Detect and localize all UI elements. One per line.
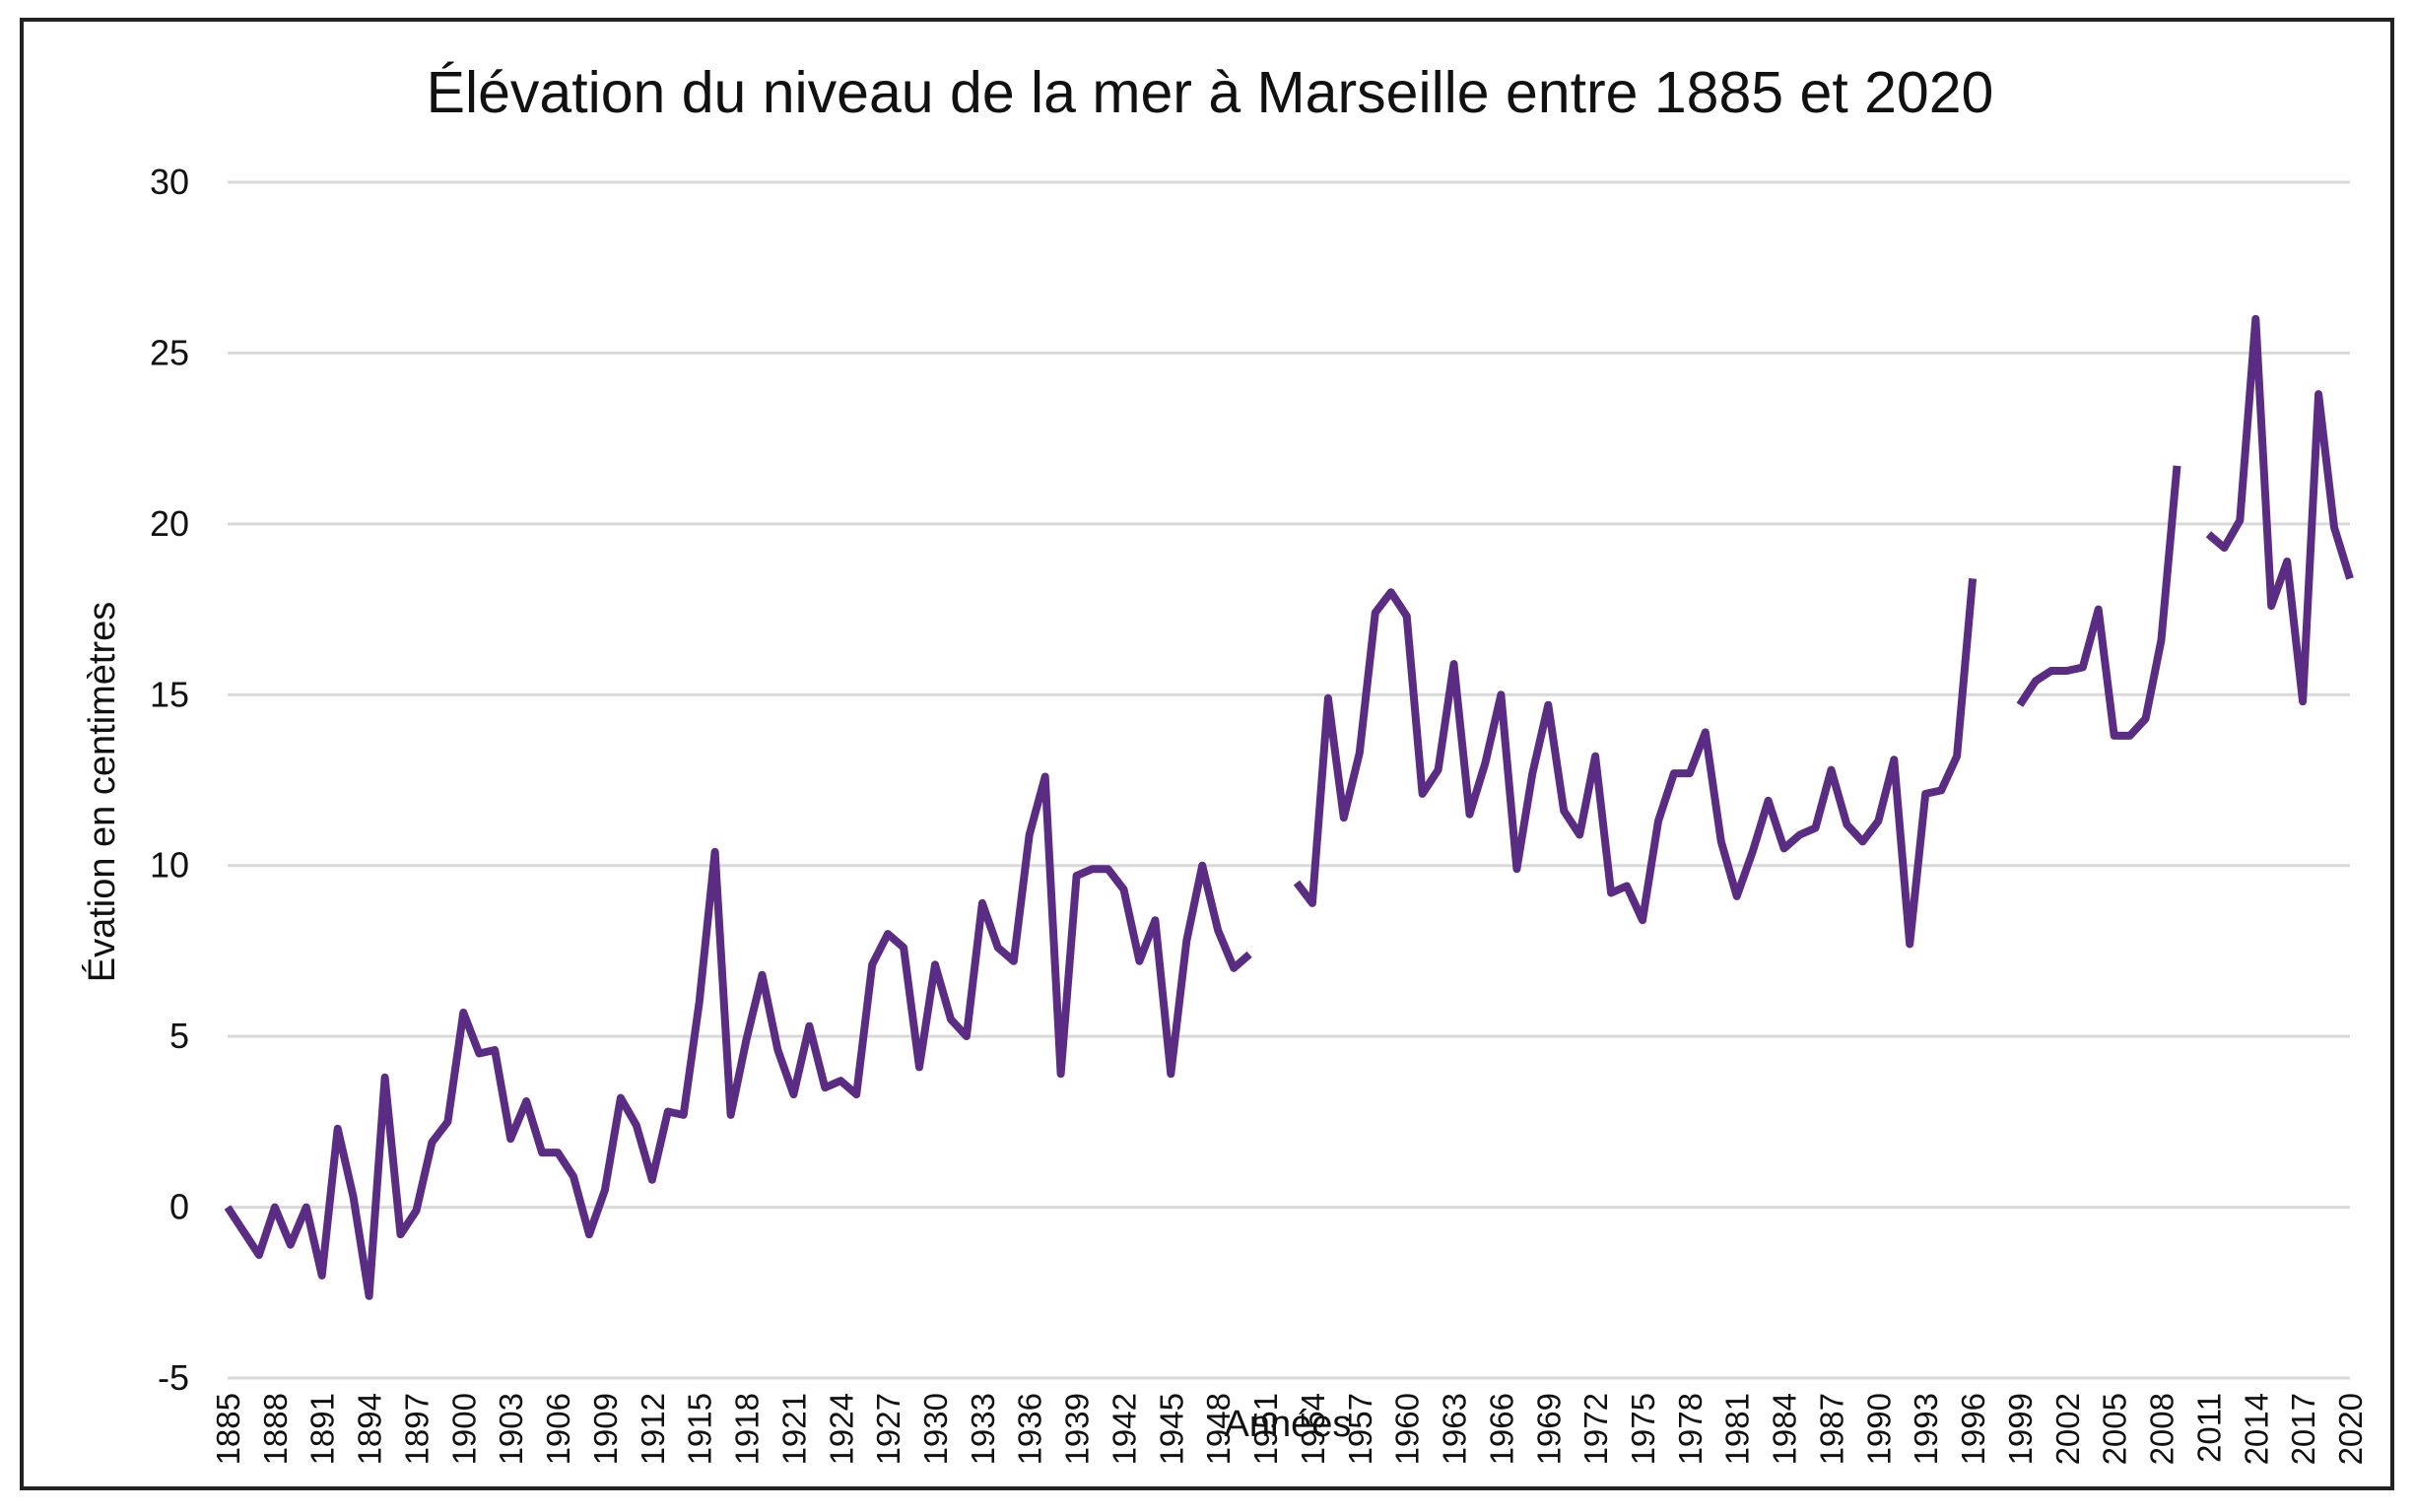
x-tick-label: 2002 [2049,1393,2086,1465]
y-tick-label: 20 [150,503,189,544]
x-tick-label: 1939 [1059,1393,1096,1465]
x-axis-label: Années [1225,1404,1352,1445]
x-tick-label: 1984 [1767,1393,1803,1465]
x-tick-label: 1951 [1247,1393,1284,1465]
x-tick-label: 1909 [587,1393,624,1465]
x-tick-label: 1954 [1295,1393,1331,1465]
x-tick-label: 1900 [445,1393,482,1465]
series-lines [224,314,2354,1300]
y-tick-label: 30 [150,162,189,202]
x-tick-label: 1885 [210,1393,246,1465]
x-tick-label: 1990 [1860,1393,1897,1465]
x-tick-label: 1981 [1719,1393,1756,1465]
x-tick-label: 1963 [1437,1393,1473,1465]
x-tick-label: 1978 [1672,1393,1709,1465]
gridlines [228,180,2350,1380]
x-tick-label: 2017 [2285,1393,2321,1465]
x-tick-label: 1912 [635,1393,671,1465]
y-tick-label: 15 [150,674,189,714]
x-tick-label: 1975 [1625,1393,1661,1465]
x-tick-label: 1996 [1955,1393,1991,1465]
line-chart: Élévation du niveau de la mer à Marseill… [81,60,2369,1465]
x-tick-label: 1921 [775,1393,812,1465]
x-tick-label: 2011 [2190,1393,2227,1463]
y-tick-label: 0 [169,1187,189,1227]
x-tick-label: 1957 [1342,1393,1378,1465]
x-tick-label: 1972 [1577,1393,1614,1465]
x-tick-label: 1936 [1012,1393,1048,1465]
x-tick-label: 1966 [1483,1393,1519,1465]
x-tick-label: 1924 [823,1393,859,1465]
y-tick-label: 5 [169,1016,189,1056]
chart-title: Élévation du niveau de la mer à Marseill… [427,60,1994,125]
x-tick-label: 1933 [965,1393,1001,1465]
x-tick-label: 1960 [1389,1393,1426,1465]
x-tick-label: 2020 [2332,1393,2369,1465]
x-tick-label: 1906 [540,1393,576,1465]
x-tick-label: 1894 [352,1393,388,1465]
y-tick-label: -5 [158,1357,189,1398]
x-tick-label: 1945 [1153,1393,1189,1465]
y-tick-label: 10 [150,845,189,886]
x-tick-label: 1918 [729,1393,766,1465]
chart-frame: Élévation du niveau de la mer à Marseill… [20,18,2394,1490]
x-tick-label: 2008 [2144,1393,2180,1465]
x-tick-label: 1891 [304,1393,341,1465]
y-axis-ticks: -5 0 5 10 15 20 25 30 [150,162,189,1398]
x-tick-label: 1930 [917,1393,954,1465]
x-axis-ticks: 1885 1888 1891 1894 1897 1900 1903 1906 1909 1912… [210,1393,2369,1465]
y-axis-label: Évation en centimètres [81,602,123,983]
x-tick-label: 1888 [257,1393,294,1465]
y-tick-label: 25 [150,332,189,372]
x-tick-label: 1915 [682,1393,718,1465]
x-tick-label: 1942 [1106,1393,1142,1465]
x-tick-label: 1903 [493,1393,529,1465]
x-tick-label: 1969 [1530,1393,1567,1465]
x-tick-label: 1987 [1813,1393,1849,1465]
series-line-segment-2 [1293,578,1978,949]
x-tick-label: 1927 [870,1393,906,1465]
series-line-segment-1 [224,772,1252,1300]
x-tick-label: 1948 [1200,1393,1237,1465]
x-tick-label: 1993 [1908,1393,1944,1465]
series-line-segment-4 [2205,314,2354,706]
x-tick-label: 2014 [2238,1393,2274,1465]
x-tick-label: 1897 [398,1393,435,1465]
x-tick-label: 2005 [2097,1393,2133,1465]
series-line-segment-3 [2016,465,2181,740]
x-tick-label: 1999 [2002,1393,2039,1465]
